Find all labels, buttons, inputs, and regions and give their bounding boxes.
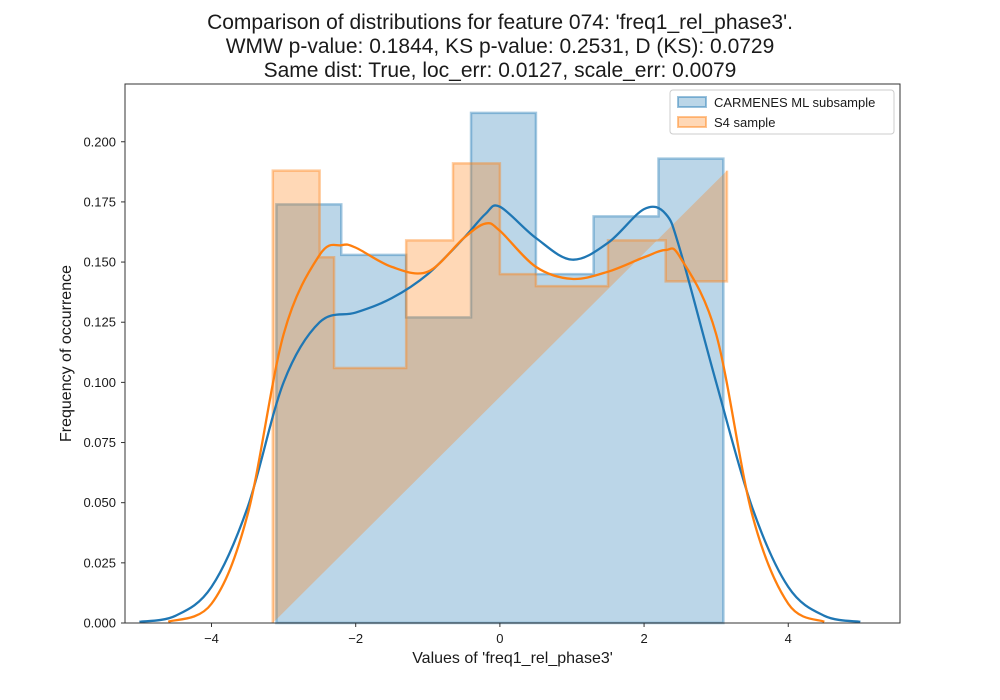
- y-tick-label: 0.200: [83, 134, 116, 149]
- x-tick-label: 0: [496, 631, 503, 646]
- y-tick-label: 0.100: [83, 375, 116, 390]
- legend-swatch: [677, 116, 707, 128]
- y-tick-label: 0.175: [83, 194, 116, 209]
- y-axis-label: Frequency of occurrence: [58, 265, 75, 442]
- y-tick-label: 0.150: [83, 255, 116, 270]
- x-tick-label: −4: [204, 631, 219, 646]
- y-tick-label: 0.000: [83, 616, 116, 631]
- legend-entry-label: CARMENES ML subsample: [714, 95, 875, 110]
- y-axis-ticks: 0.000 0.025 0.050 0.075 0.100 0.125 0.150 0.175…: [83, 134, 125, 631]
- title-line-1: Comparison of distributions for feature …: [207, 11, 793, 34]
- y-tick-label: 0.075: [83, 435, 116, 450]
- kde-curve-carmenes: [139, 204, 861, 623]
- y-tick-label: 0.125: [83, 315, 116, 330]
- y-tick-label: 0.025: [83, 555, 116, 570]
- title-line-3: Same dist: True, loc_err: 0.0127, scale_…: [264, 59, 737, 82]
- kde-curve-s4: [167, 222, 825, 623]
- chart-title: Comparison of distributions for feature …: [207, 11, 793, 82]
- legend-entry-label: S4 sample: [714, 115, 775, 130]
- x-axis-label: Values of 'freq1_rel_phase3': [412, 650, 613, 667]
- x-tick-label: −2: [348, 631, 363, 646]
- title-line-2: WMW p-value: 0.1844, KS p-value: 0.2531,…: [226, 35, 775, 58]
- legend: CARMENES ML subsample S4 sample: [669, 89, 895, 135]
- legend-box: [669, 89, 895, 135]
- kde-layer: [139, 204, 861, 623]
- legend-swatch: [677, 96, 707, 108]
- x-axis-ticks: −4 −2 0 2 4: [204, 623, 792, 646]
- y-tick-label: 0.050: [83, 495, 116, 510]
- plot-frame: [124, 83, 901, 624]
- histogram-layer: [271, 111, 729, 625]
- x-tick-label: 4: [785, 631, 792, 646]
- histogram-s4: [271, 162, 729, 623]
- x-tick-label: 2: [640, 631, 647, 646]
